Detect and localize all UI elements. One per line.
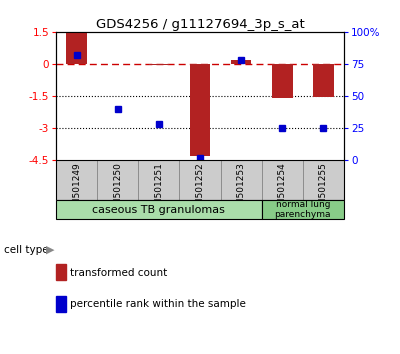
Bar [56, 160, 97, 200]
Text: GSM501252: GSM501252 [196, 162, 204, 217]
Title: GDS4256 / g11127694_3p_s_at: GDS4256 / g11127694_3p_s_at [96, 18, 304, 31]
Text: percentile rank within the sample: percentile rank within the sample [70, 299, 246, 309]
Text: GSM501253: GSM501253 [237, 162, 246, 217]
Bar [97, 160, 138, 200]
Bar [272, 64, 292, 98]
Bar [313, 64, 334, 97]
Text: GSM501250: GSM501250 [113, 162, 122, 217]
Text: GSM501254: GSM501254 [278, 162, 287, 217]
Bar [138, 160, 180, 200]
Text: GSM501255: GSM501255 [319, 162, 328, 217]
Bar [231, 60, 252, 64]
Bar [190, 64, 210, 156]
Text: normal lung
parenchyma: normal lung parenchyma [275, 200, 331, 219]
Bar [262, 200, 344, 219]
Bar [180, 160, 220, 200]
Bar [66, 33, 87, 64]
Text: caseous TB granulomas: caseous TB granulomas [92, 205, 225, 215]
Text: GSM501249: GSM501249 [72, 162, 81, 217]
Text: GSM501251: GSM501251 [154, 162, 163, 217]
Text: ▶: ▶ [46, 245, 54, 255]
Bar [148, 64, 169, 65]
Bar [56, 200, 262, 219]
Text: cell type: cell type [4, 245, 49, 255]
Bar [262, 160, 303, 200]
Text: transformed count: transformed count [70, 268, 167, 278]
Bar [303, 160, 344, 200]
Bar [220, 160, 262, 200]
